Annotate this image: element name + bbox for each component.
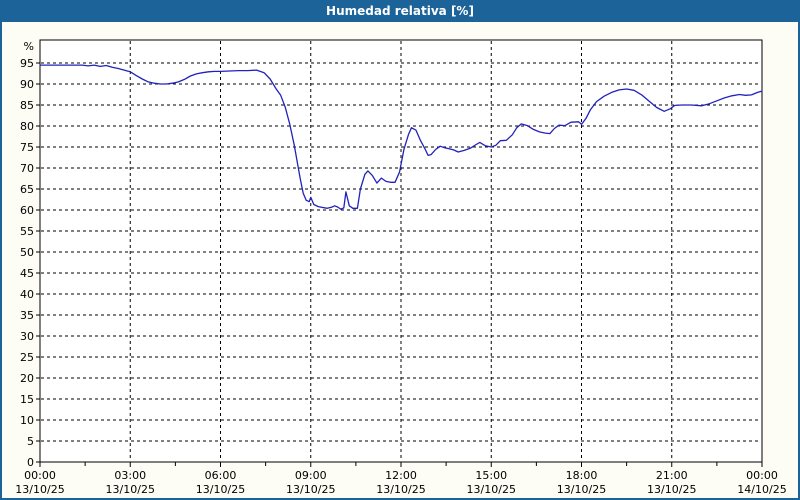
y-tick-label: 50	[20, 246, 34, 259]
chart-title: Humedad relativa [%]	[326, 4, 474, 18]
x-time-label: 12:00	[385, 469, 417, 482]
x-date-label: 13/10/25	[647, 483, 696, 496]
y-tick-label: 30	[20, 330, 34, 343]
y-tick-label: 15	[20, 393, 34, 406]
y-tick-label: 45	[20, 267, 34, 280]
x-time-label: 15:00	[475, 469, 507, 482]
x-date-label: 14/10/25	[737, 483, 786, 496]
y-tick-label: 85	[20, 99, 34, 112]
humidity-series-line	[39, 64, 763, 210]
x-time-label: 03:00	[114, 469, 146, 482]
y-tick-label: 5	[27, 435, 34, 448]
y-tick-label: 55	[20, 225, 34, 238]
x-date-label: 13/10/25	[376, 483, 425, 496]
y-tick-label: 80	[20, 120, 34, 133]
y-tick-label: 10	[20, 414, 34, 427]
y-tick-label: 95	[20, 57, 34, 70]
chart-content-area: 0 5 10 15 20 25 30 35 40 45 50 55 60 65 70 75 80 85 90 95% 0…	[0, 22, 800, 500]
x-date-label: 13/10/25	[286, 483, 335, 496]
y-tick-label: 65	[20, 183, 34, 196]
x-time-label: 21:00	[656, 469, 688, 482]
y-axis-unit-label: %	[24, 40, 34, 53]
x-time-label: 09:00	[295, 469, 327, 482]
x-time-label: 18:00	[566, 469, 598, 482]
y-tick-label: 20	[20, 372, 34, 385]
x-date-label: 13/10/25	[106, 483, 155, 496]
y-tick-label: 75	[20, 141, 34, 154]
x-date-label: 13/10/25	[196, 483, 245, 496]
y-tick-label: 25	[20, 351, 34, 364]
x-date-label: 13/10/25	[15, 483, 64, 496]
y-tick-label: 0	[27, 456, 34, 469]
x-time-label: 06:00	[205, 469, 237, 482]
x-date-label: 13/10/25	[557, 483, 606, 496]
x-date-label: 13/10/25	[467, 483, 516, 496]
x-time-label: 00:00	[24, 469, 56, 482]
y-tick-label: 35	[20, 309, 34, 322]
y-tick-label: 90	[20, 78, 34, 91]
y-tick-label: 70	[20, 162, 34, 175]
y-tick-label: 60	[20, 204, 34, 217]
title-bar: Humedad relativa [%]	[0, 0, 800, 22]
x-time-label: 00:00	[746, 469, 778, 482]
y-tick-label: 40	[20, 288, 34, 301]
